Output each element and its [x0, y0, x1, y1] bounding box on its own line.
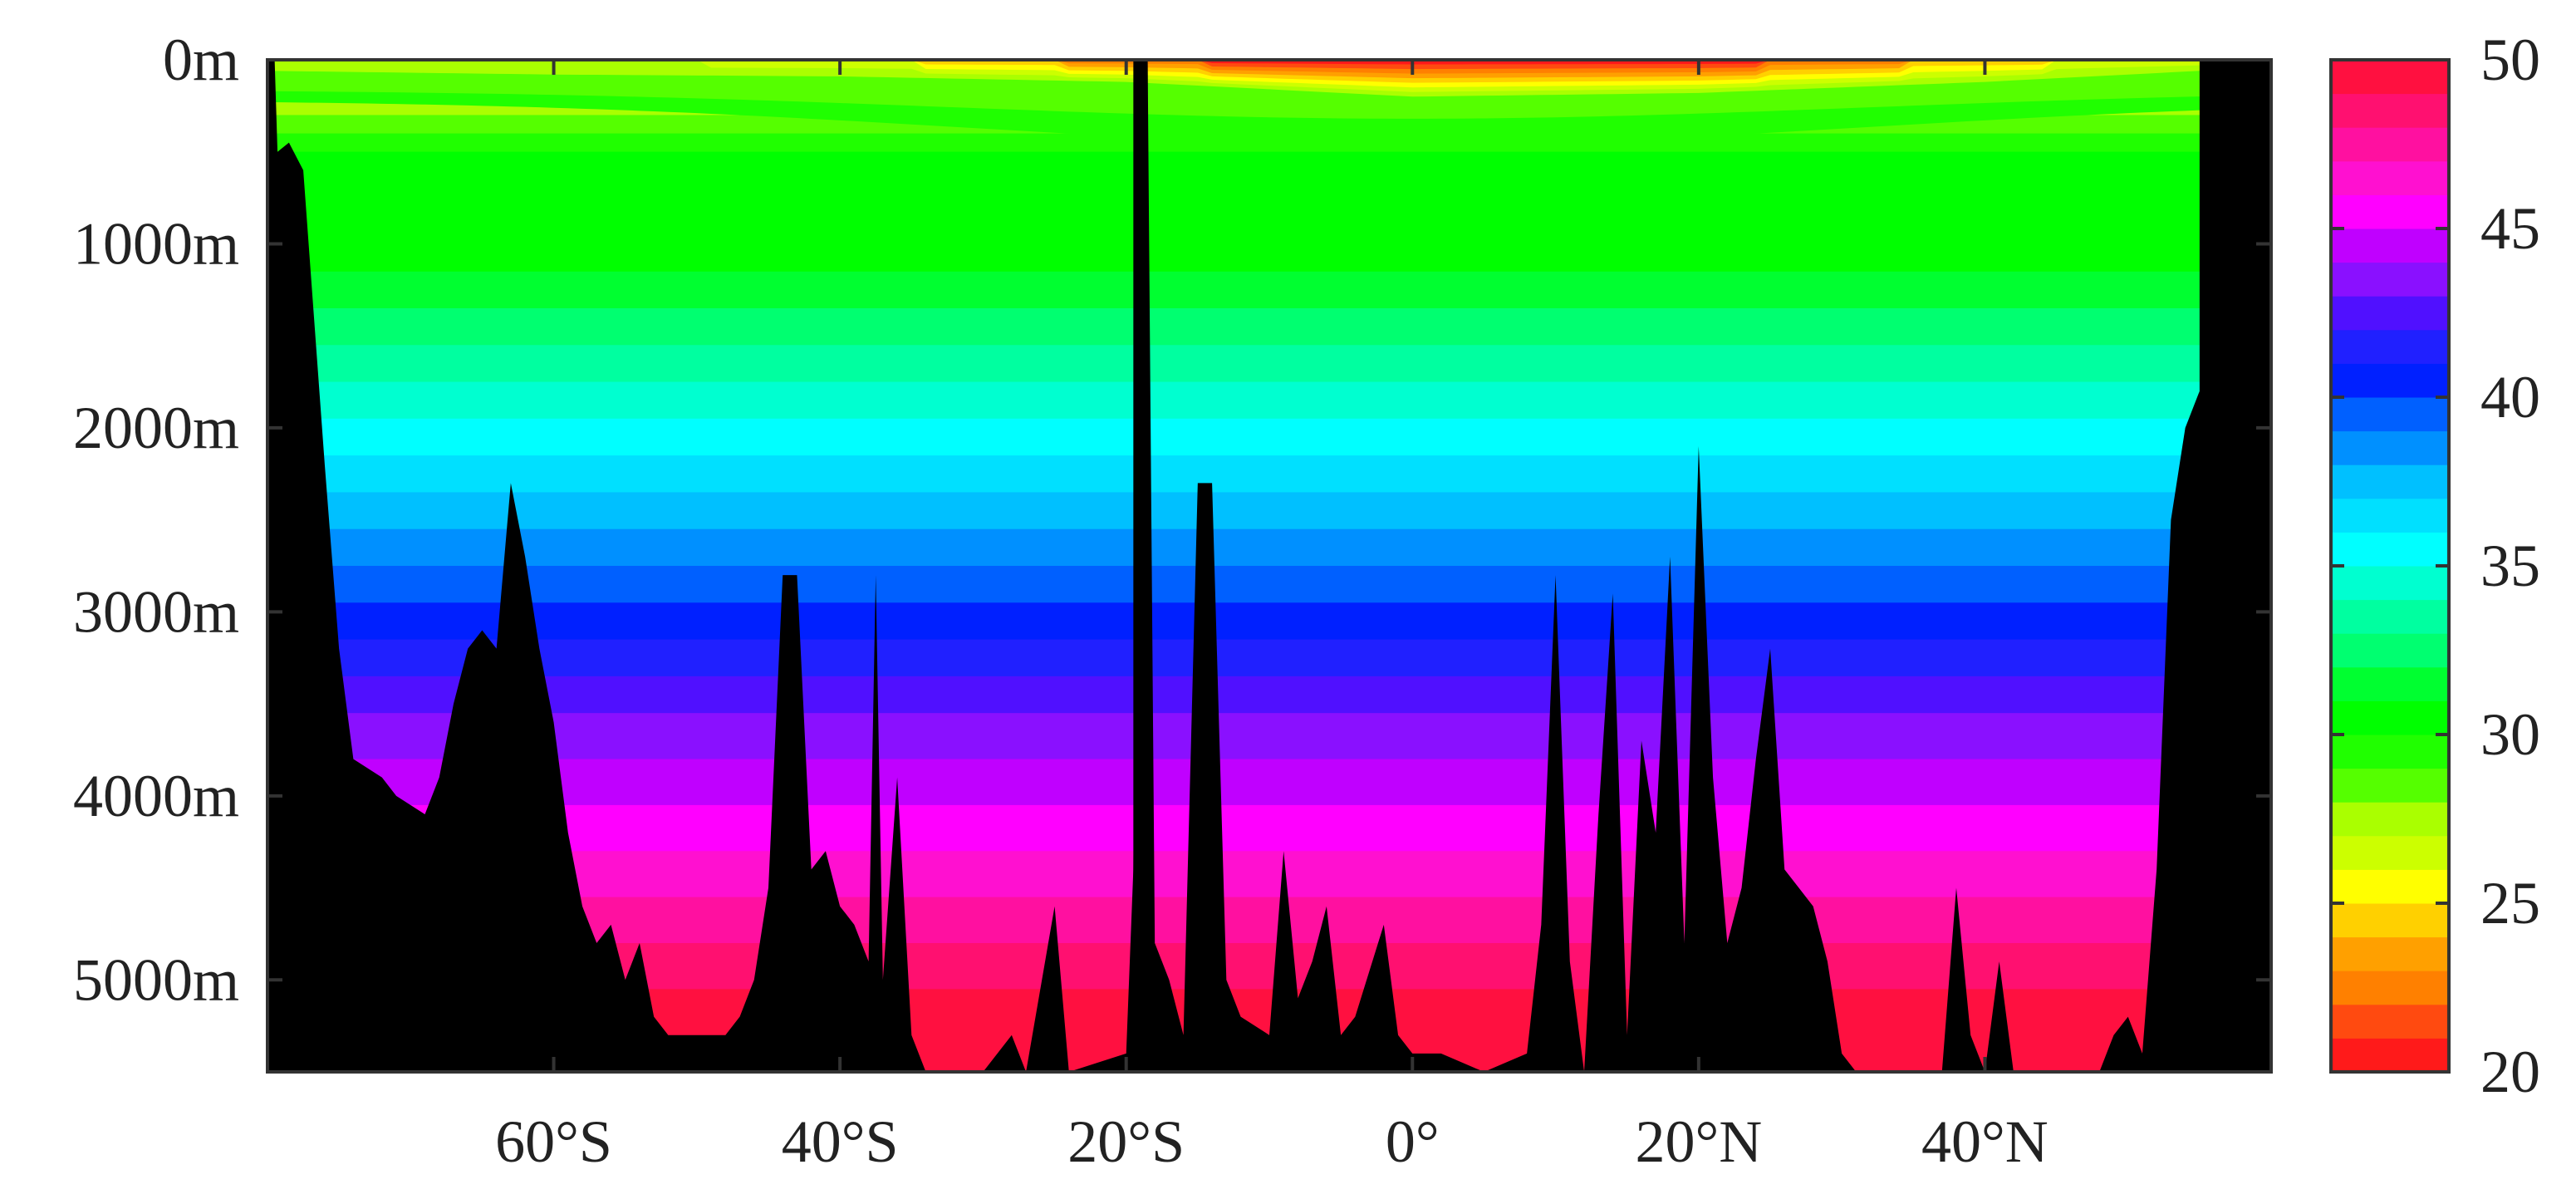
colorbar-swatch-44: [2331, 229, 2449, 263]
colorbar-swatch-37: [2331, 464, 2449, 499]
colorbar-swatch-20: [2331, 1038, 2449, 1073]
colorbar-tick-label: 20: [2480, 1039, 2540, 1105]
band-43: [267, 713, 2271, 760]
x-axis-ticks: 60°S 40°S 20°S 0° 20°N 40°N: [495, 60, 2049, 1175]
land-column-0: [1133, 60, 1148, 1072]
colorbar-tick-label: 40: [2480, 364, 2540, 430]
y-tick-label: 4000m: [73, 763, 239, 829]
band-44: [267, 759, 2271, 806]
colorbar-swatch-42: [2331, 296, 2449, 331]
colorbar-tick-label: 30: [2480, 701, 2540, 768]
surface-band-20: [267, 60, 2271, 65]
band-40: [267, 602, 2271, 641]
x-tick-label: 60°S: [495, 1108, 612, 1175]
colorbar-tick-label: 45: [2480, 195, 2540, 262]
colorbar-swatch-35: [2331, 532, 2449, 567]
band-35: [267, 418, 2271, 457]
colorbar-swatch-21: [2331, 1004, 2449, 1039]
band-41: [267, 639, 2271, 677]
band-36: [267, 455, 2271, 494]
colorbar: [2329, 58, 2451, 1074]
colorbar-swatch-32: [2331, 633, 2449, 668]
band-45: [267, 804, 2271, 853]
y-axis-ticks: 0m 1000m 2000m 3000m 4000m 5000m: [73, 27, 2271, 1013]
colorbar-swatch-31: [2331, 666, 2449, 701]
band-core-30: [267, 151, 2271, 272]
band-34: [267, 381, 2271, 420]
band-47: [267, 897, 2271, 944]
x-tick-label: 0°: [1386, 1108, 1440, 1175]
band-33: [267, 345, 2271, 383]
colorbar-tick-label: 35: [2480, 533, 2540, 599]
band-46: [267, 851, 2271, 898]
band-29: [267, 133, 2271, 153]
x-tick-label: 20°S: [1067, 1108, 1185, 1175]
colorbar-tick-label: 50: [2480, 27, 2540, 93]
colorbar-swatch-30: [2331, 700, 2449, 735]
colorbar-swatch-33: [2331, 599, 2449, 634]
surface-band-21: [267, 60, 2271, 70]
colorbar-swatch-36: [2331, 498, 2449, 533]
colorbar-tick-label: 25: [2480, 870, 2540, 936]
plot-frame: [266, 58, 2273, 1074]
colorbar-swatch-26: [2331, 835, 2449, 870]
colorbar-swatch-41: [2331, 329, 2449, 364]
band-37: [267, 492, 2271, 530]
y-tick-label: 3000m: [73, 578, 239, 645]
colorbar-swatch-27: [2331, 802, 2449, 837]
colorbar-swatch-49: [2331, 60, 2449, 95]
band-32: [267, 307, 2271, 346]
y-tick-label: 1000m: [73, 210, 239, 277]
colorbar-swatch-46: [2331, 160, 2449, 195]
seafloor-silhouette: [267, 60, 2271, 1072]
colorbar-swatch-43: [2331, 262, 2449, 297]
colorbar-swatch-29: [2331, 735, 2449, 769]
colorbar-swatch-40: [2331, 363, 2449, 398]
colorbar-swatch-28: [2331, 768, 2449, 803]
colorbar-swatch-48: [2331, 93, 2449, 128]
colorbar-swatch-22: [2331, 971, 2449, 1005]
contour-bands: [267, 60, 2271, 1072]
y-tick-label: 2000m: [73, 395, 239, 461]
colorbar-swatch-39: [2331, 397, 2449, 432]
band-39: [267, 566, 2271, 604]
band-38: [267, 528, 2271, 567]
x-tick-label: 40°S: [782, 1108, 899, 1175]
x-tick-label: 20°N: [1635, 1108, 1762, 1175]
band-31: [267, 271, 2271, 309]
bathymetry-silhouette: [267, 60, 2271, 1072]
x-tick-label: 40°N: [1921, 1108, 2049, 1175]
land-column-1: [2199, 60, 2271, 1072]
colorbar-swatch-23: [2331, 936, 2449, 971]
colorbar-swatch-25: [2331, 869, 2449, 904]
colorbar-swatch-24: [2331, 903, 2449, 938]
colorbar-ticks: 20 25 30 35 40 45 50: [2331, 27, 2540, 1105]
colorbar-swatch-45: [2331, 194, 2449, 229]
surface-layer-bands: [267, 60, 2271, 145]
colorbar-swatch-47: [2331, 127, 2449, 162]
y-tick-label: 0m: [163, 27, 239, 93]
y-tick-label: 5000m: [73, 946, 239, 1013]
colorbar-swatch-38: [2331, 430, 2449, 465]
colorbar-swatch-34: [2331, 566, 2449, 601]
band-42: [267, 676, 2271, 715]
